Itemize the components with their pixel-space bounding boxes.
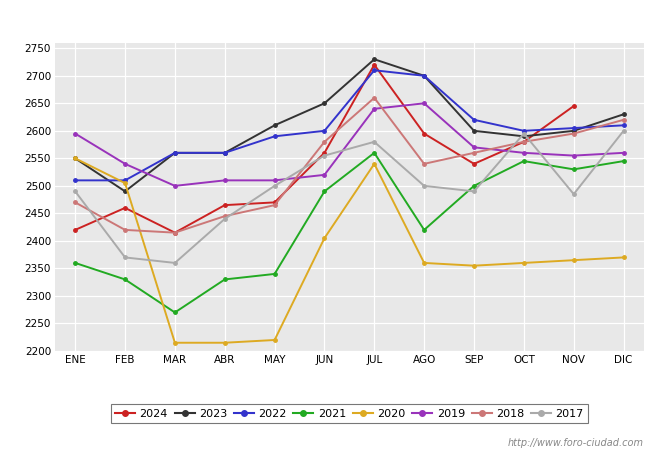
Legend: 2024, 2023, 2022, 2021, 2020, 2019, 2018, 2017: 2024, 2023, 2022, 2021, 2020, 2019, 2018… <box>111 405 588 423</box>
Text: Afiliados en Almagro a 30/11/2024: Afiliados en Almagro a 30/11/2024 <box>164 10 486 28</box>
Text: http://www.foro-ciudad.com: http://www.foro-ciudad.com <box>508 438 644 448</box>
